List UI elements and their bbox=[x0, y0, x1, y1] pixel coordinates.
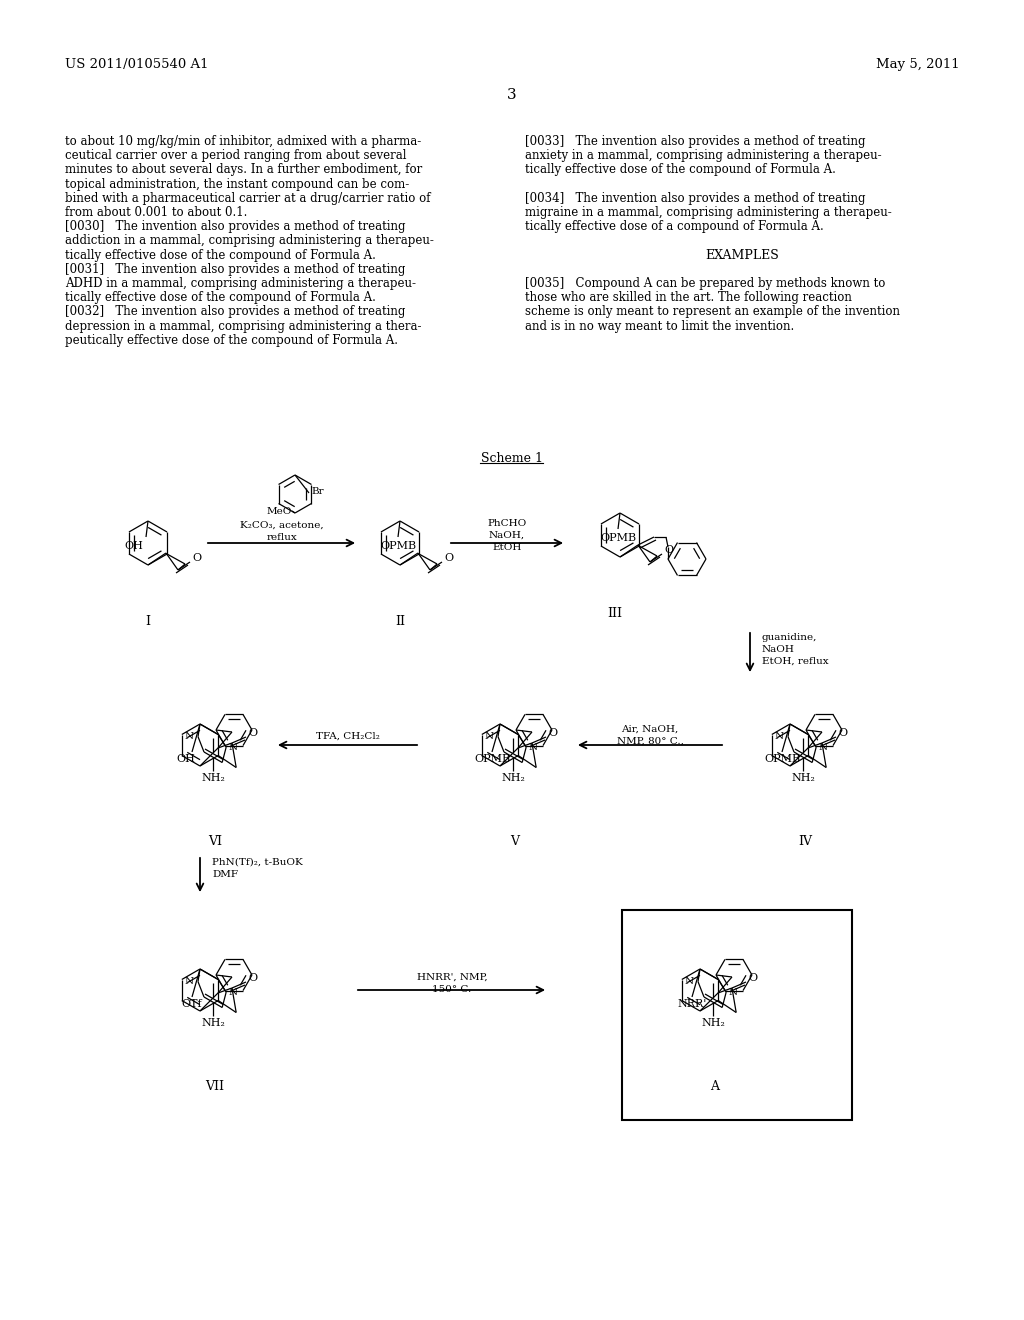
Text: A: A bbox=[711, 1080, 720, 1093]
Text: I: I bbox=[145, 615, 151, 628]
Text: those who are skilled in the art. The following reaction: those who are skilled in the art. The fo… bbox=[525, 292, 852, 304]
Text: TFA, CH₂Cl₂: TFA, CH₂Cl₂ bbox=[316, 733, 380, 741]
Text: 150° C.: 150° C. bbox=[432, 985, 472, 994]
Text: O: O bbox=[193, 553, 201, 564]
Text: O: O bbox=[248, 729, 257, 738]
Text: OH: OH bbox=[176, 754, 196, 764]
Text: N: N bbox=[528, 743, 538, 751]
Text: from about 0.001 to about 0.1.: from about 0.001 to about 0.1. bbox=[65, 206, 248, 219]
Text: tically effective dose of the compound of Formula A.: tically effective dose of the compound o… bbox=[65, 292, 376, 304]
Text: N: N bbox=[775, 733, 784, 741]
Text: PhN(Tf)₂, t-BuOK: PhN(Tf)₂, t-BuOK bbox=[212, 858, 303, 867]
Text: bined with a pharmaceutical carrier at a drug/carrier ratio of: bined with a pharmaceutical carrier at a… bbox=[65, 191, 430, 205]
Text: NH₂: NH₂ bbox=[792, 774, 815, 783]
Text: O: O bbox=[664, 545, 673, 554]
Text: NRR': NRR' bbox=[677, 999, 707, 1008]
Text: OPMB: OPMB bbox=[764, 754, 800, 764]
Text: migraine in a mammal, comprising administering a therapeu-: migraine in a mammal, comprising adminis… bbox=[525, 206, 892, 219]
Text: V: V bbox=[511, 836, 519, 847]
Text: VII: VII bbox=[206, 1080, 224, 1093]
Text: O: O bbox=[748, 973, 757, 983]
Text: anxiety in a mammal, comprising administering a therapeu-: anxiety in a mammal, comprising administ… bbox=[525, 149, 882, 162]
Text: addiction in a mammal, comprising administering a therapeu-: addiction in a mammal, comprising admini… bbox=[65, 235, 434, 247]
Text: tically effective dose of a compound of Formula A.: tically effective dose of a compound of … bbox=[525, 220, 823, 234]
Text: VI: VI bbox=[208, 836, 222, 847]
Text: K₂CO₃, acetone,: K₂CO₃, acetone, bbox=[241, 521, 324, 531]
Text: NH₂: NH₂ bbox=[501, 774, 525, 783]
Text: Air, NaOH,: Air, NaOH, bbox=[622, 725, 679, 734]
Text: III: III bbox=[607, 607, 623, 620]
Text: N: N bbox=[485, 733, 494, 741]
Text: NMP, 80° C.,: NMP, 80° C., bbox=[616, 737, 683, 746]
Text: N: N bbox=[228, 743, 238, 751]
Text: OH: OH bbox=[125, 541, 143, 550]
Text: OPMB: OPMB bbox=[600, 533, 636, 543]
Text: OPMB: OPMB bbox=[380, 541, 416, 550]
Text: ADHD in a mammal, comprising administering a therapeu-: ADHD in a mammal, comprising administeri… bbox=[65, 277, 416, 290]
Text: 3: 3 bbox=[507, 88, 517, 102]
Text: tically effective dose of the compound of Formula A.: tically effective dose of the compound o… bbox=[65, 248, 376, 261]
Text: EtOH, reflux: EtOH, reflux bbox=[762, 657, 828, 667]
Text: N: N bbox=[185, 733, 194, 741]
Text: O: O bbox=[548, 729, 557, 738]
Text: [0031]   The invention also provides a method of treating: [0031] The invention also provides a met… bbox=[65, 263, 406, 276]
Text: reflux: reflux bbox=[266, 533, 297, 543]
Text: [0033]   The invention also provides a method of treating: [0033] The invention also provides a met… bbox=[525, 135, 865, 148]
Text: N: N bbox=[185, 977, 194, 986]
Text: II: II bbox=[395, 615, 406, 628]
Text: [0034]   The invention also provides a method of treating: [0034] The invention also provides a met… bbox=[525, 191, 865, 205]
Text: EtOH: EtOH bbox=[493, 543, 521, 552]
Text: topical administration, the instant compound can be com-: topical administration, the instant comp… bbox=[65, 178, 410, 190]
Text: ceutical carrier over a period ranging from about several: ceutical carrier over a period ranging f… bbox=[65, 149, 407, 162]
Text: to about 10 mg/kg/min of inhibitor, admixed with a pharma-: to about 10 mg/kg/min of inhibitor, admi… bbox=[65, 135, 421, 148]
Text: O: O bbox=[444, 553, 454, 564]
Text: minutes to about several days. In a further embodiment, for: minutes to about several days. In a furt… bbox=[65, 164, 422, 177]
Text: Br: Br bbox=[311, 487, 324, 496]
Text: [0030]   The invention also provides a method of treating: [0030] The invention also provides a met… bbox=[65, 220, 406, 234]
Text: DMF: DMF bbox=[212, 870, 238, 879]
Text: PhCHO: PhCHO bbox=[487, 519, 526, 528]
Text: O: O bbox=[248, 973, 257, 983]
Text: NaOH: NaOH bbox=[762, 645, 795, 653]
Text: Scheme 1: Scheme 1 bbox=[481, 451, 543, 465]
Text: NH₂: NH₂ bbox=[701, 1018, 725, 1028]
Text: and is in no way meant to limit the invention.: and is in no way meant to limit the inve… bbox=[525, 319, 795, 333]
Text: [0032]   The invention also provides a method of treating: [0032] The invention also provides a met… bbox=[65, 305, 406, 318]
Text: N: N bbox=[685, 977, 694, 986]
Text: OPMB: OPMB bbox=[474, 754, 510, 764]
Text: depression in a mammal, comprising administering a thera-: depression in a mammal, comprising admin… bbox=[65, 319, 422, 333]
Text: May 5, 2011: May 5, 2011 bbox=[877, 58, 961, 71]
Text: N: N bbox=[228, 987, 238, 997]
Text: peutically effective dose of the compound of Formula A.: peutically effective dose of the compoun… bbox=[65, 334, 398, 347]
Text: NH₂: NH₂ bbox=[201, 1018, 225, 1028]
Text: OTf: OTf bbox=[181, 999, 203, 1008]
Text: tically effective dose of the compound of Formula A.: tically effective dose of the compound o… bbox=[525, 164, 836, 177]
Text: O: O bbox=[838, 729, 847, 738]
Text: guanidine,: guanidine, bbox=[762, 634, 817, 642]
Text: NaOH,: NaOH, bbox=[488, 531, 525, 540]
Text: N: N bbox=[818, 743, 827, 751]
Text: scheme is only meant to represent an example of the invention: scheme is only meant to represent an exa… bbox=[525, 305, 900, 318]
Text: IV: IV bbox=[798, 836, 812, 847]
Text: EXAMPLES: EXAMPLES bbox=[706, 248, 779, 261]
Text: [0035]   Compound A can be prepared by methods known to: [0035] Compound A can be prepared by met… bbox=[525, 277, 886, 290]
Text: HNRR', NMP,: HNRR', NMP, bbox=[417, 973, 487, 982]
Text: NH₂: NH₂ bbox=[201, 774, 225, 783]
Text: MeO: MeO bbox=[266, 507, 292, 516]
Bar bbox=[622, 909, 852, 1119]
Text: N: N bbox=[728, 987, 737, 997]
Text: US 2011/0105540 A1: US 2011/0105540 A1 bbox=[65, 58, 209, 71]
